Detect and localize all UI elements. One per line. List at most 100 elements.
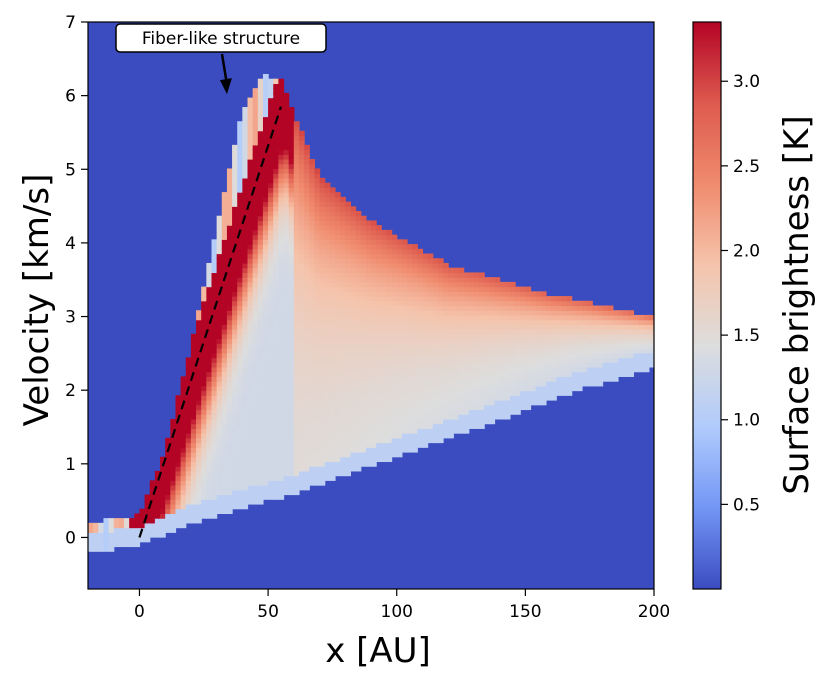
- heatmap-cell: [232, 376, 238, 382]
- heatmap-cell: [396, 376, 403, 382]
- heatmap-cell: [443, 371, 449, 377]
- heatmap-cell: [628, 314, 635, 321]
- heatmap-cell: [381, 314, 388, 321]
- heatmap-cell: [376, 234, 382, 240]
- heatmap-cell: [288, 149, 295, 155]
- heatmap-cell: [355, 305, 362, 311]
- heatmap-cell: [340, 272, 346, 278]
- heatmap-cell: [386, 253, 393, 259]
- heatmap-cell: [396, 381, 403, 387]
- heatmap-cell: [257, 201, 264, 207]
- heatmap-cell: [232, 187, 238, 193]
- heatmap-cell: [463, 286, 470, 292]
- heatmap-cell: [545, 310, 552, 316]
- heatmap-cell: [237, 154, 243, 160]
- heatmap-cell: [494, 324, 501, 330]
- heatmap-cell: [201, 451, 207, 458]
- heatmap-cell: [407, 267, 413, 274]
- heatmap-cell: [551, 319, 557, 325]
- heatmap-cell: [273, 244, 279, 250]
- heatmap-cell: [602, 357, 609, 363]
- heatmap-cell: [257, 206, 264, 212]
- heatmap-cell: [371, 338, 377, 344]
- heatmap-cell: [257, 362, 264, 368]
- heatmap-cell: [268, 140, 274, 146]
- heatmap-cell: [648, 357, 654, 363]
- heatmap-cell: [407, 281, 413, 288]
- heatmap-cell: [324, 229, 331, 236]
- heatmap-cell: [206, 395, 213, 401]
- heatmap-cell: [273, 395, 279, 401]
- heatmap-cell: [417, 286, 424, 292]
- heatmap-cell: [334, 201, 341, 207]
- heatmap-cell: [262, 310, 269, 316]
- x-tick-label: 100: [381, 602, 413, 622]
- heatmap-cell: [412, 348, 418, 354]
- heatmap-cell: [463, 319, 470, 325]
- heatmap-cell: [304, 277, 310, 283]
- heatmap-cell: [324, 211, 331, 217]
- heatmap-cell: [237, 272, 243, 278]
- heatmap-cell: [484, 324, 490, 330]
- heatmap-cell: [211, 489, 218, 496]
- heatmap-cell: [417, 253, 424, 259]
- heatmap-cell: [334, 470, 341, 477]
- heatmap-cell: [350, 324, 357, 330]
- heatmap-cell: [216, 385, 223, 392]
- heatmap-cell: [211, 286, 218, 292]
- heatmap-cell: [365, 348, 372, 354]
- heatmap-cell: [283, 418, 290, 425]
- heatmap-cell: [293, 428, 300, 434]
- heatmap-cell: [309, 338, 315, 344]
- heatmap-cell: [468, 281, 475, 288]
- heatmap-cell: [190, 404, 197, 411]
- heatmap-cell: [304, 480, 310, 486]
- heatmap-cell: [206, 466, 213, 472]
- heatmap-cell: [427, 281, 434, 288]
- heatmap-cell: [458, 409, 465, 415]
- heatmap-cell: [324, 442, 331, 448]
- heatmap-cell: [556, 381, 562, 387]
- heatmap-cell: [242, 485, 249, 491]
- heatmap-cell: [329, 187, 336, 193]
- heatmap-cell: [211, 239, 218, 245]
- heatmap-cell: [437, 258, 444, 264]
- heatmap-cell: [262, 140, 269, 146]
- heatmap-cell: [561, 366, 568, 373]
- heatmap-cell: [484, 409, 490, 415]
- heatmap-cell: [273, 206, 279, 212]
- heatmap-cell: [242, 343, 249, 349]
- heatmap-cell: [489, 366, 496, 373]
- heatmap-cell: [226, 187, 233, 193]
- heatmap-cell: [334, 461, 341, 467]
- heatmap-cell: [401, 366, 408, 373]
- heatmap-cell: [206, 503, 213, 510]
- heatmap-cell: [211, 319, 218, 325]
- heatmap-cell: [345, 310, 352, 316]
- heatmap-cell: [417, 428, 424, 434]
- heatmap-cell: [293, 244, 300, 250]
- heatmap-cell: [535, 366, 542, 373]
- heatmap-cell: [448, 333, 454, 340]
- heatmap-cell: [345, 414, 352, 420]
- heatmap-cell: [329, 253, 336, 259]
- heatmap-cell: [437, 409, 444, 415]
- heatmap-cell: [304, 206, 310, 212]
- heatmap-cell: [185, 400, 192, 406]
- heatmap-cell: [597, 310, 604, 316]
- heatmap-cell: [504, 333, 511, 340]
- heatmap-cell: [407, 400, 413, 406]
- heatmap-cell: [340, 456, 346, 463]
- heatmap-cell: [304, 333, 310, 340]
- heatmap-cell: [412, 329, 418, 335]
- heatmap-cell: [520, 400, 526, 406]
- heatmap-cell: [216, 371, 223, 377]
- heatmap-cell: [232, 371, 238, 377]
- heatmap-cell: [262, 404, 269, 411]
- heatmap-cell: [237, 163, 243, 170]
- heatmap-cell: [340, 333, 346, 340]
- heatmap-cell: [185, 442, 192, 448]
- heatmap-cell: [360, 281, 367, 288]
- heatmap-cell: [242, 352, 249, 359]
- heatmap-cell: [160, 466, 166, 472]
